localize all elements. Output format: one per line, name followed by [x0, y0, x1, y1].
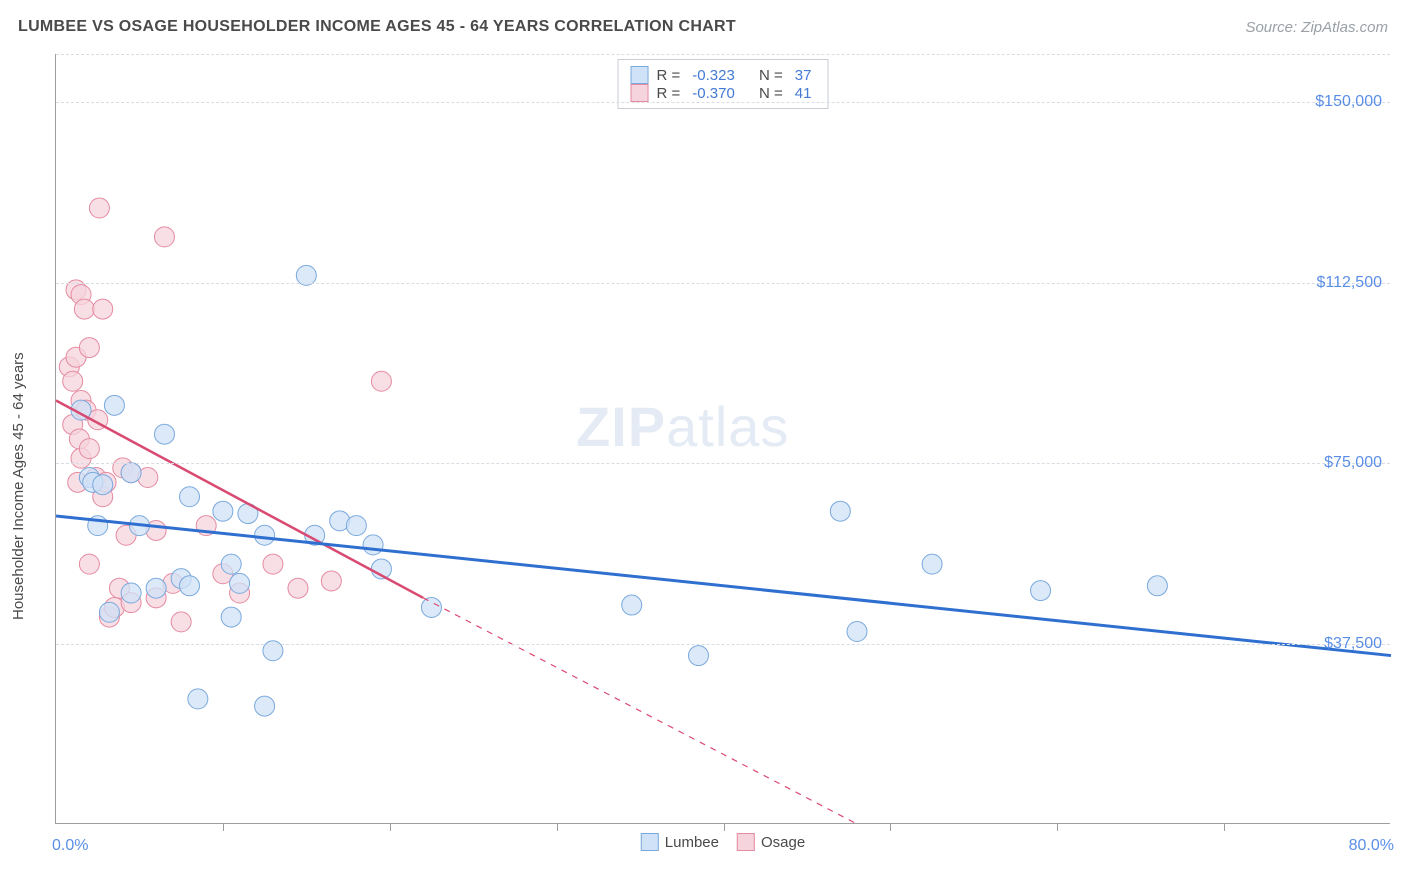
data-point	[74, 299, 94, 319]
x-max-label: 80.0%	[1349, 837, 1394, 855]
data-point	[154, 424, 174, 444]
data-point	[1147, 576, 1167, 596]
data-point	[99, 602, 119, 622]
x-tick	[1224, 823, 1225, 831]
data-point	[847, 622, 867, 642]
r-label: R =	[657, 85, 681, 102]
gridline-y	[56, 644, 1390, 645]
data-point	[213, 501, 233, 521]
data-point	[93, 299, 113, 319]
data-point	[146, 578, 166, 598]
x-tick	[390, 823, 391, 831]
data-point	[180, 576, 200, 596]
swatch-osage	[631, 84, 649, 102]
data-point	[1031, 581, 1051, 601]
data-point	[255, 525, 275, 545]
gridline-y	[56, 283, 1390, 284]
legend-label: Lumbee	[665, 834, 719, 851]
x-min-label: 0.0%	[52, 837, 88, 855]
trend-line	[56, 516, 1391, 656]
r-label: R =	[657, 67, 681, 84]
data-point	[104, 395, 124, 415]
data-point	[830, 501, 850, 521]
data-point	[255, 696, 275, 716]
series-legend: Lumbee Osage	[641, 833, 805, 851]
data-point	[421, 597, 441, 617]
data-point	[93, 475, 113, 495]
data-point	[321, 571, 341, 591]
n-label: N =	[759, 67, 783, 84]
x-tick	[557, 823, 558, 831]
legend-label: Osage	[761, 834, 805, 851]
gridline-y	[56, 54, 1390, 55]
y-tick-label: $150,000	[1315, 93, 1382, 111]
n-label: N =	[759, 85, 783, 102]
data-point	[922, 554, 942, 574]
data-point	[154, 227, 174, 247]
trend-line	[423, 598, 857, 824]
data-point	[79, 439, 99, 459]
x-tick	[724, 823, 725, 831]
data-point	[622, 595, 642, 615]
legend-item-lumbee: Lumbee	[641, 833, 719, 851]
data-point	[371, 371, 391, 391]
x-tick	[890, 823, 891, 831]
chart-title: LUMBEE VS OSAGE HOUSEHOLDER INCOME AGES …	[18, 18, 736, 36]
n-value: 41	[791, 85, 816, 102]
swatch-lumbee	[641, 833, 659, 851]
x-tick	[1057, 823, 1058, 831]
x-tick	[223, 823, 224, 831]
data-point	[121, 583, 141, 603]
data-point	[688, 646, 708, 666]
data-point	[121, 463, 141, 483]
gridline-y	[56, 102, 1390, 103]
n-value: 37	[791, 67, 816, 84]
stats-row-lumbee: R = -0.323 N = 37	[631, 66, 816, 84]
data-point	[89, 198, 109, 218]
chart-source: Source: ZipAtlas.com	[1245, 19, 1388, 36]
data-point	[79, 554, 99, 574]
r-value: -0.370	[688, 85, 739, 102]
data-point	[221, 607, 241, 627]
data-point	[188, 689, 208, 709]
data-point	[171, 612, 191, 632]
data-point	[346, 516, 366, 536]
data-point	[63, 371, 83, 391]
stats-row-osage: R = -0.370 N = 41	[631, 84, 816, 102]
data-point	[221, 554, 241, 574]
legend-item-osage: Osage	[737, 833, 805, 851]
r-value: -0.323	[688, 67, 739, 84]
data-point	[263, 554, 283, 574]
plot-area: ZIPatlas R = -0.323 N = 37 R = -0.370 N …	[55, 54, 1390, 824]
y-tick-label: $75,000	[1324, 454, 1382, 472]
gridline-y	[56, 463, 1390, 464]
data-point	[79, 338, 99, 358]
data-point	[230, 573, 250, 593]
chart-svg	[56, 54, 1391, 824]
y-tick-label: $112,500	[1316, 274, 1382, 292]
y-tick-label: $37,500	[1324, 635, 1382, 653]
data-point	[288, 578, 308, 598]
data-point	[363, 535, 383, 555]
swatch-osage	[737, 833, 755, 851]
swatch-lumbee	[631, 66, 649, 84]
y-axis-title: Householder Income Ages 45 - 64 years	[10, 352, 27, 620]
data-point	[180, 487, 200, 507]
